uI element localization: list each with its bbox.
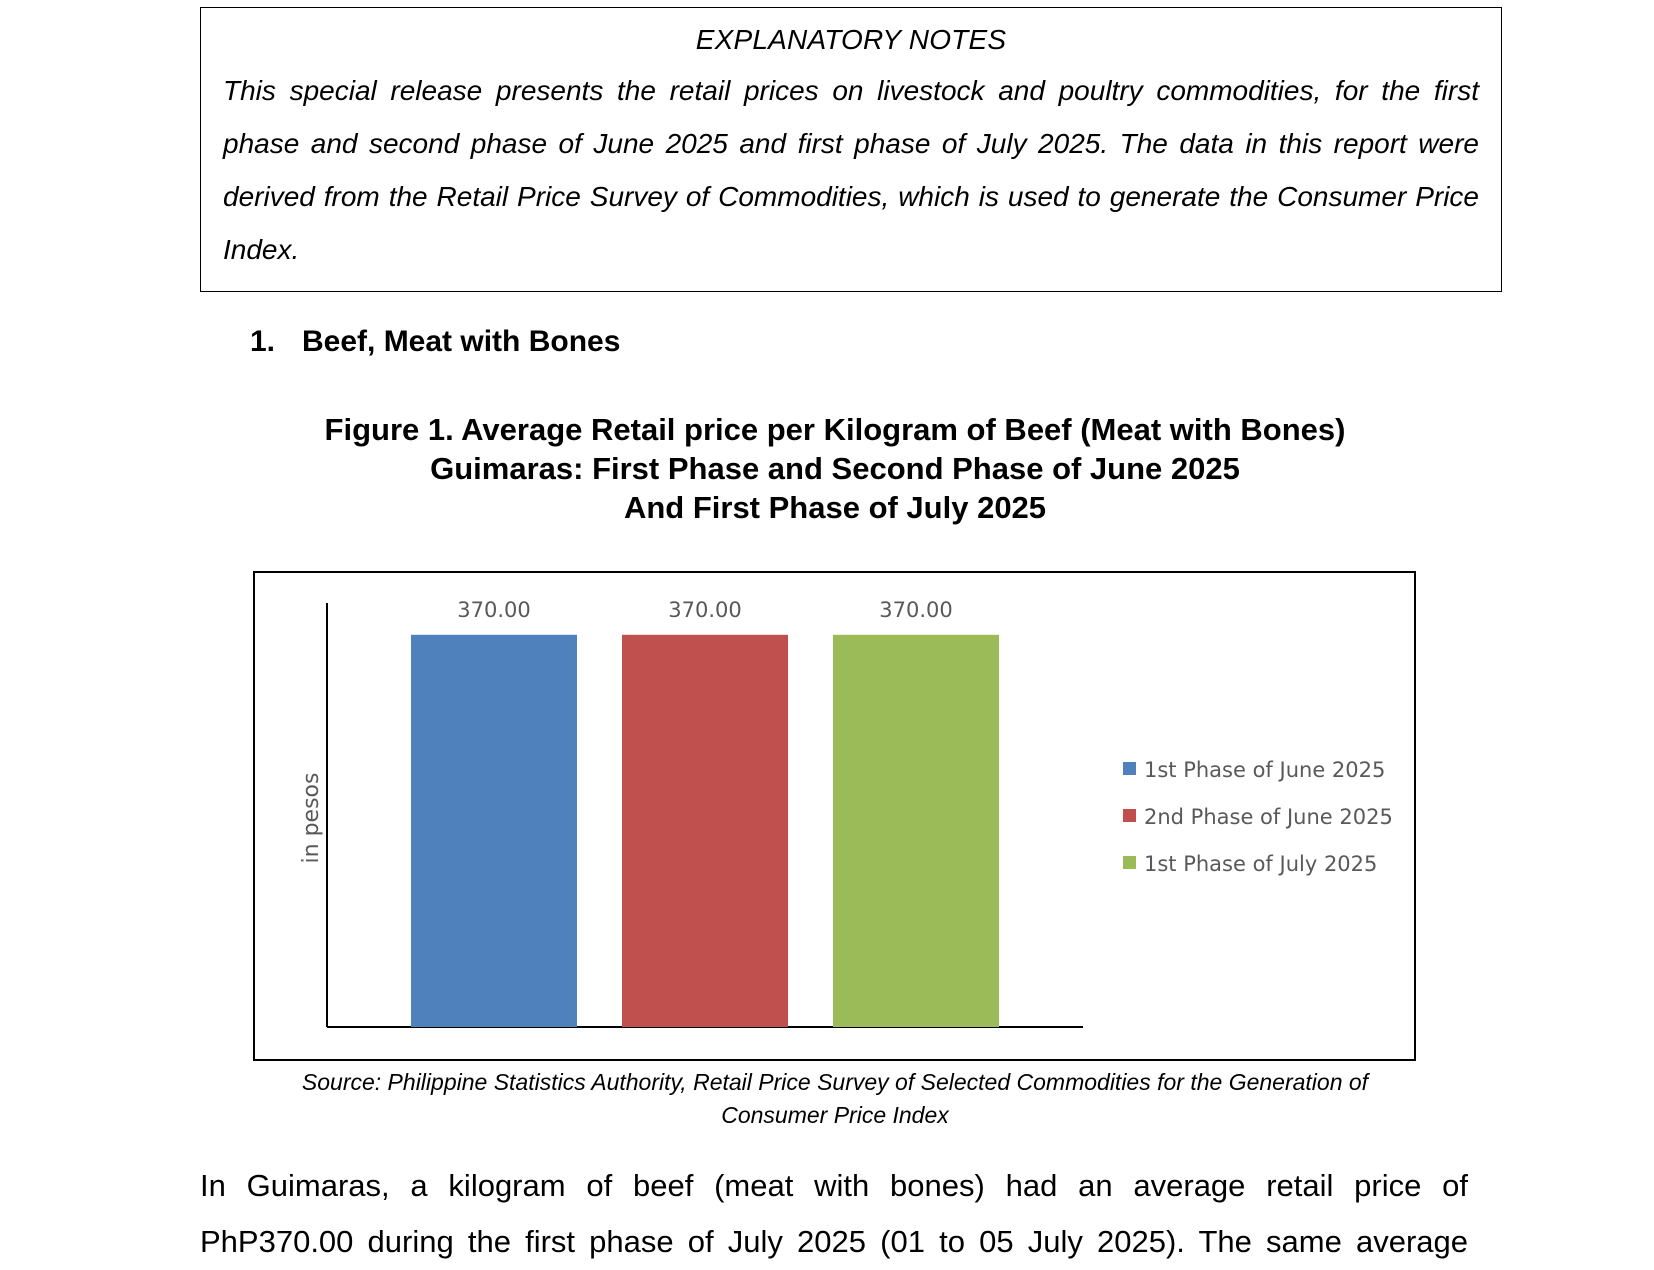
explanatory-notes-box: EXPLANATORY NOTES This special release p… bbox=[200, 7, 1502, 292]
section-title: Beef, Meat with Bones bbox=[302, 325, 621, 358]
legend-swatch-1 bbox=[1123, 762, 1136, 775]
figure-source-note: Source: Philippine Statistics Authority,… bbox=[301, 1069, 1369, 1128]
legend-label-3: 1st Phase of July 2025 bbox=[1144, 852, 1377, 876]
body-paragraph: In Guimaras, a kilogram of beef (meat wi… bbox=[200, 1158, 1468, 1270]
legend-label-2: 2nd Phase of June 2025 bbox=[1144, 805, 1393, 829]
figure-title-line-3: And First Phase of July 2025 bbox=[623, 490, 1047, 525]
bar-value-label-1: 370.00 bbox=[457, 598, 530, 622]
body-paragraph-line-1: In Guimaras, a kilogram of beef (meat wi… bbox=[200, 1168, 1468, 1203]
legend-swatch-2 bbox=[1123, 809, 1136, 822]
explanatory-notes-title: EXPLANATORY NOTES bbox=[695, 24, 1007, 55]
bar-2 bbox=[622, 634, 788, 1027]
body-paragraph-line-2: PhP370.00 during the first phase of July… bbox=[200, 1224, 1468, 1259]
section-number: 1. bbox=[250, 325, 276, 358]
figure-title-line-1: Figure 1. Average Retail price per Kilog… bbox=[324, 412, 1346, 447]
legend-swatch-3 bbox=[1123, 856, 1136, 869]
bar-1 bbox=[411, 634, 577, 1027]
bar-value-label-3: 370.00 bbox=[879, 598, 952, 622]
bar-3 bbox=[833, 634, 999, 1027]
legend: 1st Phase of June 2025 2nd Phase of June … bbox=[1123, 758, 1393, 876]
bar-value-label-2: 370.00 bbox=[668, 598, 741, 622]
figure-title: Figure 1. Average Retail price per Kilog… bbox=[200, 410, 1470, 527]
bar-chart: in pesos 370.00 370.00 370.00 1st Phase of… bbox=[253, 571, 1416, 1061]
figure-title-line-2: Guimaras: First Phase and Second Phase o… bbox=[430, 451, 1240, 486]
section-heading: 1. Beef, Meat with Bones bbox=[250, 322, 620, 362]
legend-label-1: 1st Phase of June 2025 bbox=[1144, 758, 1385, 782]
bars-group: 370.00 370.00 370.00 bbox=[411, 598, 999, 1027]
bar-chart-canvas: in pesos 370.00 370.00 370.00 1st Phase of… bbox=[299, 598, 1393, 1028]
explanatory-notes-body: This special release presents the retail… bbox=[223, 75, 1479, 265]
y-axis-label: in pesos bbox=[299, 773, 324, 864]
